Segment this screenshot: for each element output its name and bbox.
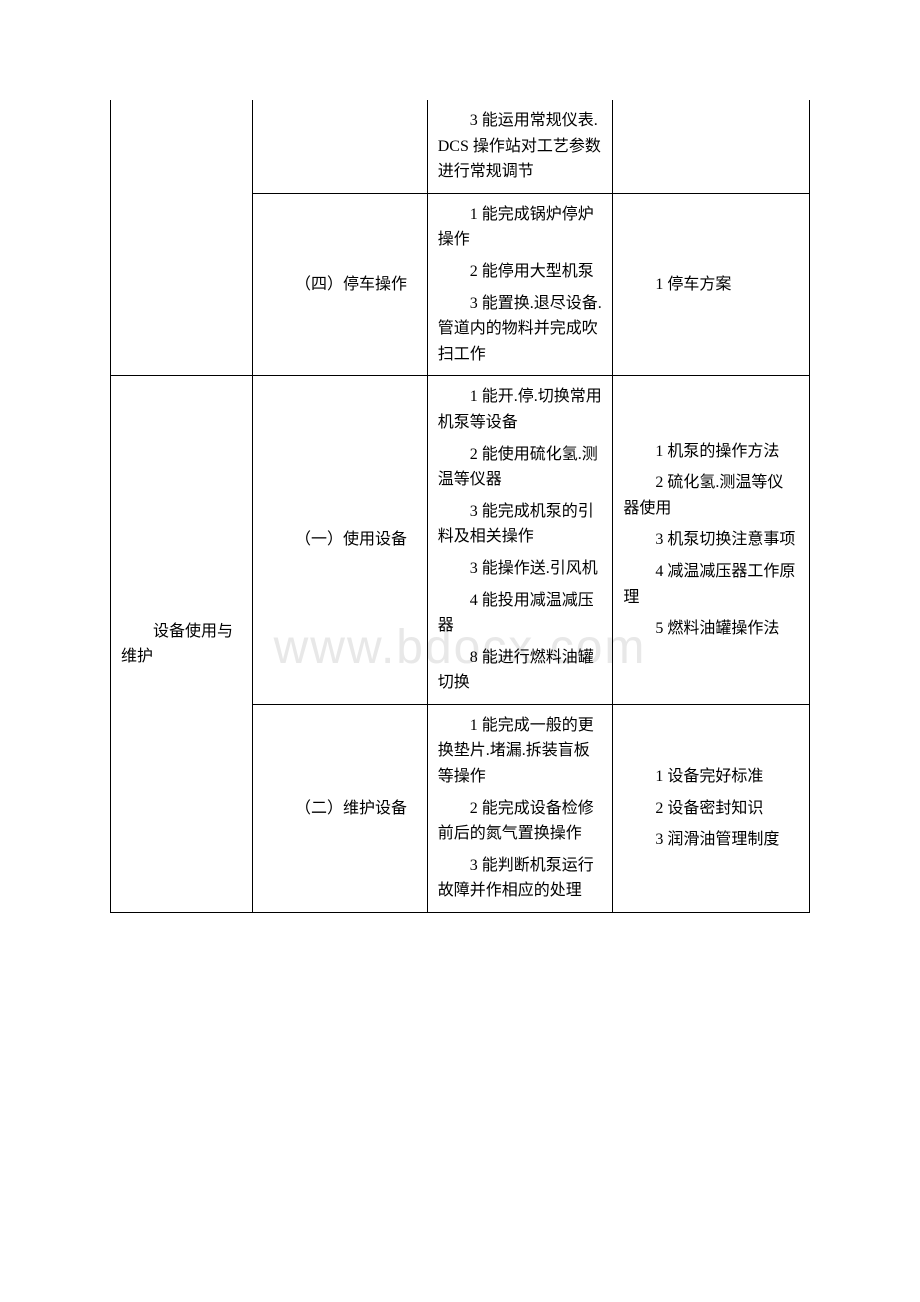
table-row: 3 能运用常规仪表. DCS 操作站对工艺参数进行常规调节: [111, 100, 810, 193]
cell-knowledge: 1 停车方案: [613, 193, 810, 376]
cell-skills: 1 能完成一般的更换垫片.堵漏.拆装盲板等操作 2 能完成设备检修前后的氮气置换…: [427, 704, 613, 912]
cell-skills: 1 能开.停.切换常用机泵等设备 2 能使用硫化氢.测温等仪器 3 能完成机泵的…: [427, 376, 613, 705]
skill-item: 3 能完成机泵的引料及相关操作: [438, 499, 603, 550]
skill-item: 1 能完成锅炉停炉操作: [438, 202, 603, 253]
knowledge-item: 4 减温减压器工作原理: [623, 559, 799, 610]
skill-item: 2 能停用大型机泵: [438, 259, 603, 285]
skills-table: 3 能运用常规仪表. DCS 操作站对工艺参数进行常规调节 （四）停车操作 1 …: [110, 100, 810, 913]
cell-category: 设备使用与维护: [111, 376, 253, 913]
skill-item: 4 能投用减温减压器: [438, 588, 603, 639]
category-label: 设备使用与维护: [121, 619, 242, 670]
cell-subcategory: [252, 100, 427, 193]
subcategory-label: （四）停车操作: [263, 272, 417, 298]
cell-knowledge: 1 设备完好标准 2 设备密封知识 3 润滑油管理制度: [613, 704, 810, 912]
table-row: 设备使用与维护 （一）使用设备 1 能开.停.切换常用机泵等设备 2 能使用硫化…: [111, 376, 810, 705]
skill-item: 3 能判断机泵运行故障并作相应的处理: [438, 853, 603, 904]
table-row: （四）停车操作 1 能完成锅炉停炉操作 2 能停用大型机泵 3 能置换.退尽设备…: [111, 193, 810, 376]
skill-item: 3 能操作送.引风机: [438, 556, 603, 582]
cell-subcategory: （二）维护设备: [252, 704, 427, 912]
cell-knowledge: [613, 100, 810, 193]
knowledge-item: 2 硫化氢.测温等仪器使用: [623, 470, 799, 521]
cell-category: [111, 193, 253, 376]
knowledge-item: 1 停车方案: [623, 272, 799, 298]
cell-skills: 3 能运用常规仪表. DCS 操作站对工艺参数进行常规调节: [427, 100, 613, 193]
subcategory-label: （一）使用设备: [263, 527, 417, 553]
cell-knowledge: 1 机泵的操作方法 2 硫化氢.测温等仪器使用 3 机泵切换注意事项 4 减温减…: [613, 376, 810, 705]
knowledge-item: 3 机泵切换注意事项: [623, 527, 799, 553]
knowledge-item: 5 燃料油罐操作法: [623, 616, 799, 642]
skill-item: 3 能置换.退尽设备.管道内的物料并完成吹扫工作: [438, 291, 603, 368]
knowledge-item: 2 设备密封知识: [623, 796, 799, 822]
skill-item: 1 能开.停.切换常用机泵等设备: [438, 384, 603, 435]
cell-category: [111, 100, 253, 193]
skill-item: 2 能使用硫化氢.测温等仪器: [438, 442, 603, 493]
knowledge-item: 1 机泵的操作方法: [623, 439, 799, 465]
knowledge-item: 3 润滑油管理制度: [623, 827, 799, 853]
skill-item: 8 能进行燃料油罐切换: [438, 645, 603, 696]
cell-skills: 1 能完成锅炉停炉操作 2 能停用大型机泵 3 能置换.退尽设备.管道内的物料并…: [427, 193, 613, 376]
cell-subcategory: （一）使用设备: [252, 376, 427, 705]
skill-item: 3 能运用常规仪表. DCS 操作站对工艺参数进行常规调节: [438, 108, 603, 185]
skill-item: 1 能完成一般的更换垫片.堵漏.拆装盲板等操作: [438, 713, 603, 790]
skill-item: 2 能完成设备检修前后的氮气置换操作: [438, 796, 603, 847]
cell-subcategory: （四）停车操作: [252, 193, 427, 376]
knowledge-item: 1 设备完好标准: [623, 764, 799, 790]
subcategory-label: （二）维护设备: [263, 796, 417, 822]
